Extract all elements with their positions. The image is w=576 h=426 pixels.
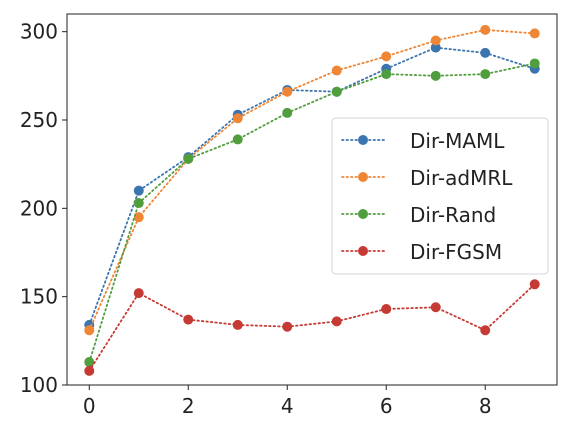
- x-tick-label: 4: [281, 394, 294, 418]
- data-point-dir-maml: [430, 42, 441, 53]
- y-tick-label: 250: [20, 108, 58, 132]
- legend-marker-dir-admrl: [358, 172, 368, 182]
- data-point-dir-rand: [282, 107, 293, 118]
- y-tick-label: 300: [20, 20, 58, 44]
- data-point-dir-fgsm: [529, 279, 540, 290]
- data-point-dir-admrl: [232, 113, 243, 124]
- data-point-dir-admrl: [529, 28, 540, 39]
- legend-box: [331, 117, 549, 275]
- x-tick-label: 0: [83, 394, 96, 418]
- data-point-dir-maml: [133, 185, 144, 196]
- data-point-dir-rand: [331, 86, 342, 97]
- data-point-dir-rand: [84, 357, 95, 368]
- axes: 0 2 4 6 8 100 150 200 250 300: [20, 13, 558, 418]
- series-line-dir-admrl: [88, 28, 536, 332]
- data-point-dir-rand: [381, 69, 392, 80]
- data-point-dir-fgsm: [381, 304, 392, 315]
- plot-area: [84, 24, 540, 376]
- data-point-dir-admrl: [282, 86, 293, 97]
- data-point-dir-fgsm: [331, 316, 342, 327]
- data-point-dir-rand: [232, 134, 243, 145]
- data-point-dir-admrl: [480, 24, 491, 35]
- data-point-dir-maml: [480, 47, 491, 58]
- data-point-dir-rand: [133, 198, 144, 209]
- data-point-dir-admrl: [133, 212, 144, 223]
- data-point-dir-fgsm: [480, 325, 491, 336]
- x-tick-label: 6: [380, 394, 393, 418]
- data-point-dir-admrl: [84, 325, 95, 336]
- series-line-dir-maml: [88, 46, 536, 326]
- legend-label-dir-maml: Dir-MAML: [410, 129, 505, 153]
- x-tick-label: 2: [182, 394, 195, 418]
- data-point-dir-rand: [183, 153, 194, 164]
- plot-frame: [66, 13, 558, 386]
- y-tick-label: 200: [20, 196, 58, 220]
- y-tick-label: 100: [20, 373, 58, 397]
- data-point-dir-admrl: [331, 65, 342, 76]
- legend-marker-dir-maml: [358, 135, 368, 145]
- data-point-dir-fgsm: [133, 288, 144, 299]
- data-point-dir-fgsm: [84, 365, 95, 376]
- y-tick-label: 150: [20, 285, 58, 309]
- data-point-dir-rand: [529, 58, 540, 69]
- x-tick-label: 8: [479, 394, 492, 418]
- series-line-dir-rand: [88, 62, 536, 363]
- legend-label-dir-rand: Dir-Rand: [410, 203, 496, 227]
- series-line-dir-fgsm: [88, 283, 536, 372]
- data-point-dir-rand: [430, 70, 441, 81]
- data-point-dir-fgsm: [430, 302, 441, 313]
- legend: Dir-MAML Dir-adMRL Dir-Rand Dir-FGSM: [331, 117, 549, 275]
- data-point-dir-admrl: [381, 51, 392, 62]
- legend-marker-dir-rand: [358, 209, 368, 219]
- data-point-dir-fgsm: [282, 321, 293, 332]
- data-point-dir-admrl: [430, 35, 441, 46]
- data-point-dir-fgsm: [183, 314, 194, 325]
- data-point-dir-rand: [480, 69, 491, 80]
- legend-marker-dir-fgsm: [358, 246, 368, 256]
- data-point-dir-fgsm: [232, 319, 243, 330]
- legend-label-dir-admrl: Dir-adMRL: [410, 166, 513, 190]
- legend-label-dir-fgsm: Dir-FGSM: [410, 240, 502, 264]
